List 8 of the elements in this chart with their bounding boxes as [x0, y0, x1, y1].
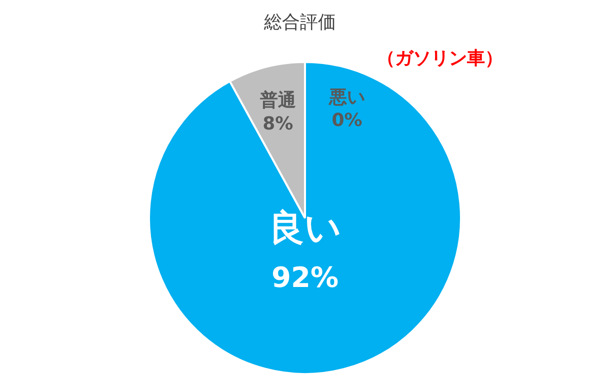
chart-subtitle: （ガソリン車）	[377, 48, 503, 69]
data-label: 8%	[262, 114, 294, 135]
category-label: 悪い	[329, 86, 365, 108]
data-label: 92%	[271, 260, 339, 294]
text: 0%	[332, 110, 362, 132]
slice-label: 普通	[258, 90, 296, 112]
slice-label: 良い	[268, 208, 342, 249]
chart-title: 総合評価	[263, 12, 336, 33]
